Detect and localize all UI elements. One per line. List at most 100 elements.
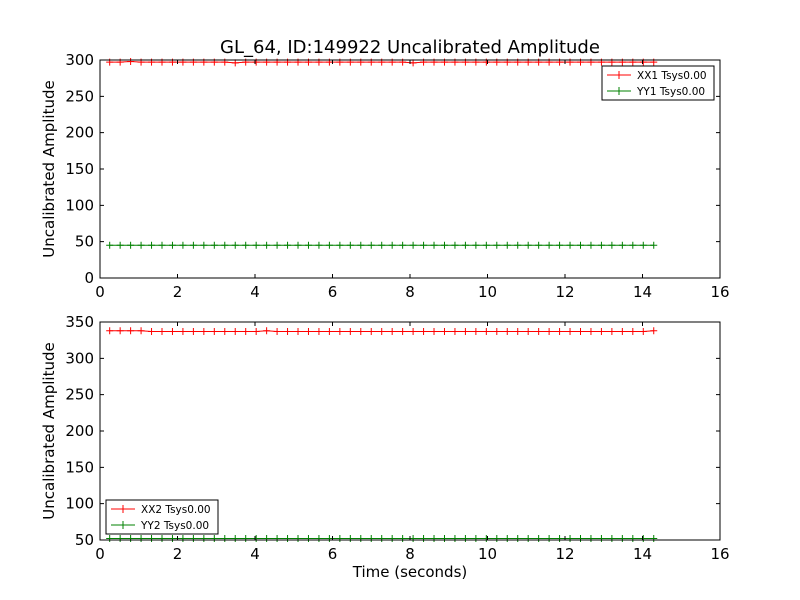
- data-point: [451, 327, 459, 335]
- legend-label: XX2 Tsys0.00: [141, 504, 211, 516]
- data-point: [168, 535, 176, 543]
- data-point: [189, 241, 197, 249]
- x-tick-label: 12: [555, 545, 574, 563]
- data-point: [168, 327, 176, 335]
- data-point: [639, 241, 647, 249]
- data-point: [148, 535, 156, 543]
- data-point: [618, 535, 626, 543]
- data-point: [242, 535, 250, 543]
- data-point: [231, 535, 239, 543]
- data-point: [556, 327, 564, 335]
- data-point: [263, 535, 271, 543]
- data-point: [430, 535, 438, 543]
- data-point: [273, 535, 281, 543]
- data-point: [346, 241, 354, 249]
- data-point: [158, 327, 166, 335]
- data-point: [137, 535, 145, 543]
- series-xx2: [106, 327, 658, 335]
- data-point: [629, 535, 637, 543]
- data-point: [493, 327, 501, 335]
- data-point: [210, 327, 218, 335]
- data-point: [116, 327, 124, 335]
- data-point: [200, 327, 208, 335]
- data-point: [545, 535, 553, 543]
- data-point: [242, 327, 250, 335]
- data-point: [399, 327, 407, 335]
- data-point: [639, 327, 647, 335]
- x-tick-label: 4: [250, 545, 260, 563]
- data-point: [158, 535, 166, 543]
- data-point: [577, 327, 584, 335]
- data-point: [577, 535, 584, 543]
- y-tick-label: 150: [65, 458, 94, 476]
- y-tick-label: 50: [75, 531, 94, 549]
- data-point: [189, 327, 197, 335]
- data-point: [336, 327, 344, 335]
- data-point: [273, 241, 281, 249]
- data-point: [116, 535, 124, 543]
- data-point: [482, 241, 490, 249]
- data-point: [231, 327, 239, 335]
- data-point: [608, 535, 616, 543]
- x-tick-label: 0: [95, 283, 105, 301]
- data-point: [357, 327, 365, 335]
- data-point: [535, 327, 543, 335]
- data-point: [587, 327, 595, 335]
- data-point: [409, 59, 417, 67]
- data-point: [514, 535, 522, 543]
- y-tick-label: 300: [65, 349, 94, 367]
- data-point: [503, 535, 511, 543]
- data-point: [357, 241, 365, 249]
- data-point: [577, 241, 584, 249]
- data-point: [524, 535, 532, 543]
- data-point: [284, 327, 292, 335]
- series-yy1: [106, 241, 658, 249]
- data-point: [409, 241, 417, 249]
- data-point: [357, 535, 365, 543]
- data-point: [493, 241, 501, 249]
- legend-marker: [111, 505, 135, 513]
- data-point: [263, 327, 271, 335]
- data-point: [493, 535, 501, 543]
- plot-2: 0 2 4 6 8 10 12 14 16 50 100 150 200 250 300 350 Uncalib…: [40, 313, 730, 581]
- data-point: [566, 535, 574, 543]
- legend: XX2 Tsys0.00 YY2 Tsys0.00: [105, 499, 219, 535]
- data-point: [273, 327, 281, 335]
- legend: XX1 Tsys0.00 YY1 Tsys0.00: [601, 65, 715, 101]
- x-tick-label: 0: [95, 545, 105, 563]
- x-tick-label: 16: [710, 283, 729, 301]
- data-point: [304, 327, 312, 335]
- data-point: [524, 327, 532, 335]
- y-axis-label: Uncalibrated Amplitude: [40, 342, 58, 519]
- data-point: [284, 535, 292, 543]
- data-point: [252, 327, 260, 335]
- data-point: [399, 535, 407, 543]
- data-point: [325, 535, 333, 543]
- data-point: [597, 241, 605, 249]
- y-tick-label: 300: [65, 51, 94, 69]
- data-point: [409, 535, 417, 543]
- data-point: [294, 241, 302, 249]
- data-point: [451, 535, 459, 543]
- data-point: [106, 327, 114, 335]
- data-point: [210, 241, 218, 249]
- x-tick-label: 14: [633, 283, 652, 301]
- data-point: [545, 241, 553, 249]
- data-point: [587, 535, 595, 543]
- data-point: [127, 57, 135, 65]
- data-point: [179, 535, 187, 543]
- data-point: [378, 241, 386, 249]
- data-point: [315, 241, 323, 249]
- data-point: [137, 327, 145, 335]
- data-point: [367, 327, 375, 335]
- data-point: [304, 535, 312, 543]
- data-point: [106, 241, 114, 249]
- data-point: [388, 241, 396, 249]
- data-point: [263, 241, 271, 249]
- data-point: [420, 327, 428, 335]
- data-point: [179, 241, 187, 249]
- data-point: [336, 241, 344, 249]
- data-point: [430, 241, 438, 249]
- data-point: [116, 241, 124, 249]
- data-point: [514, 327, 522, 335]
